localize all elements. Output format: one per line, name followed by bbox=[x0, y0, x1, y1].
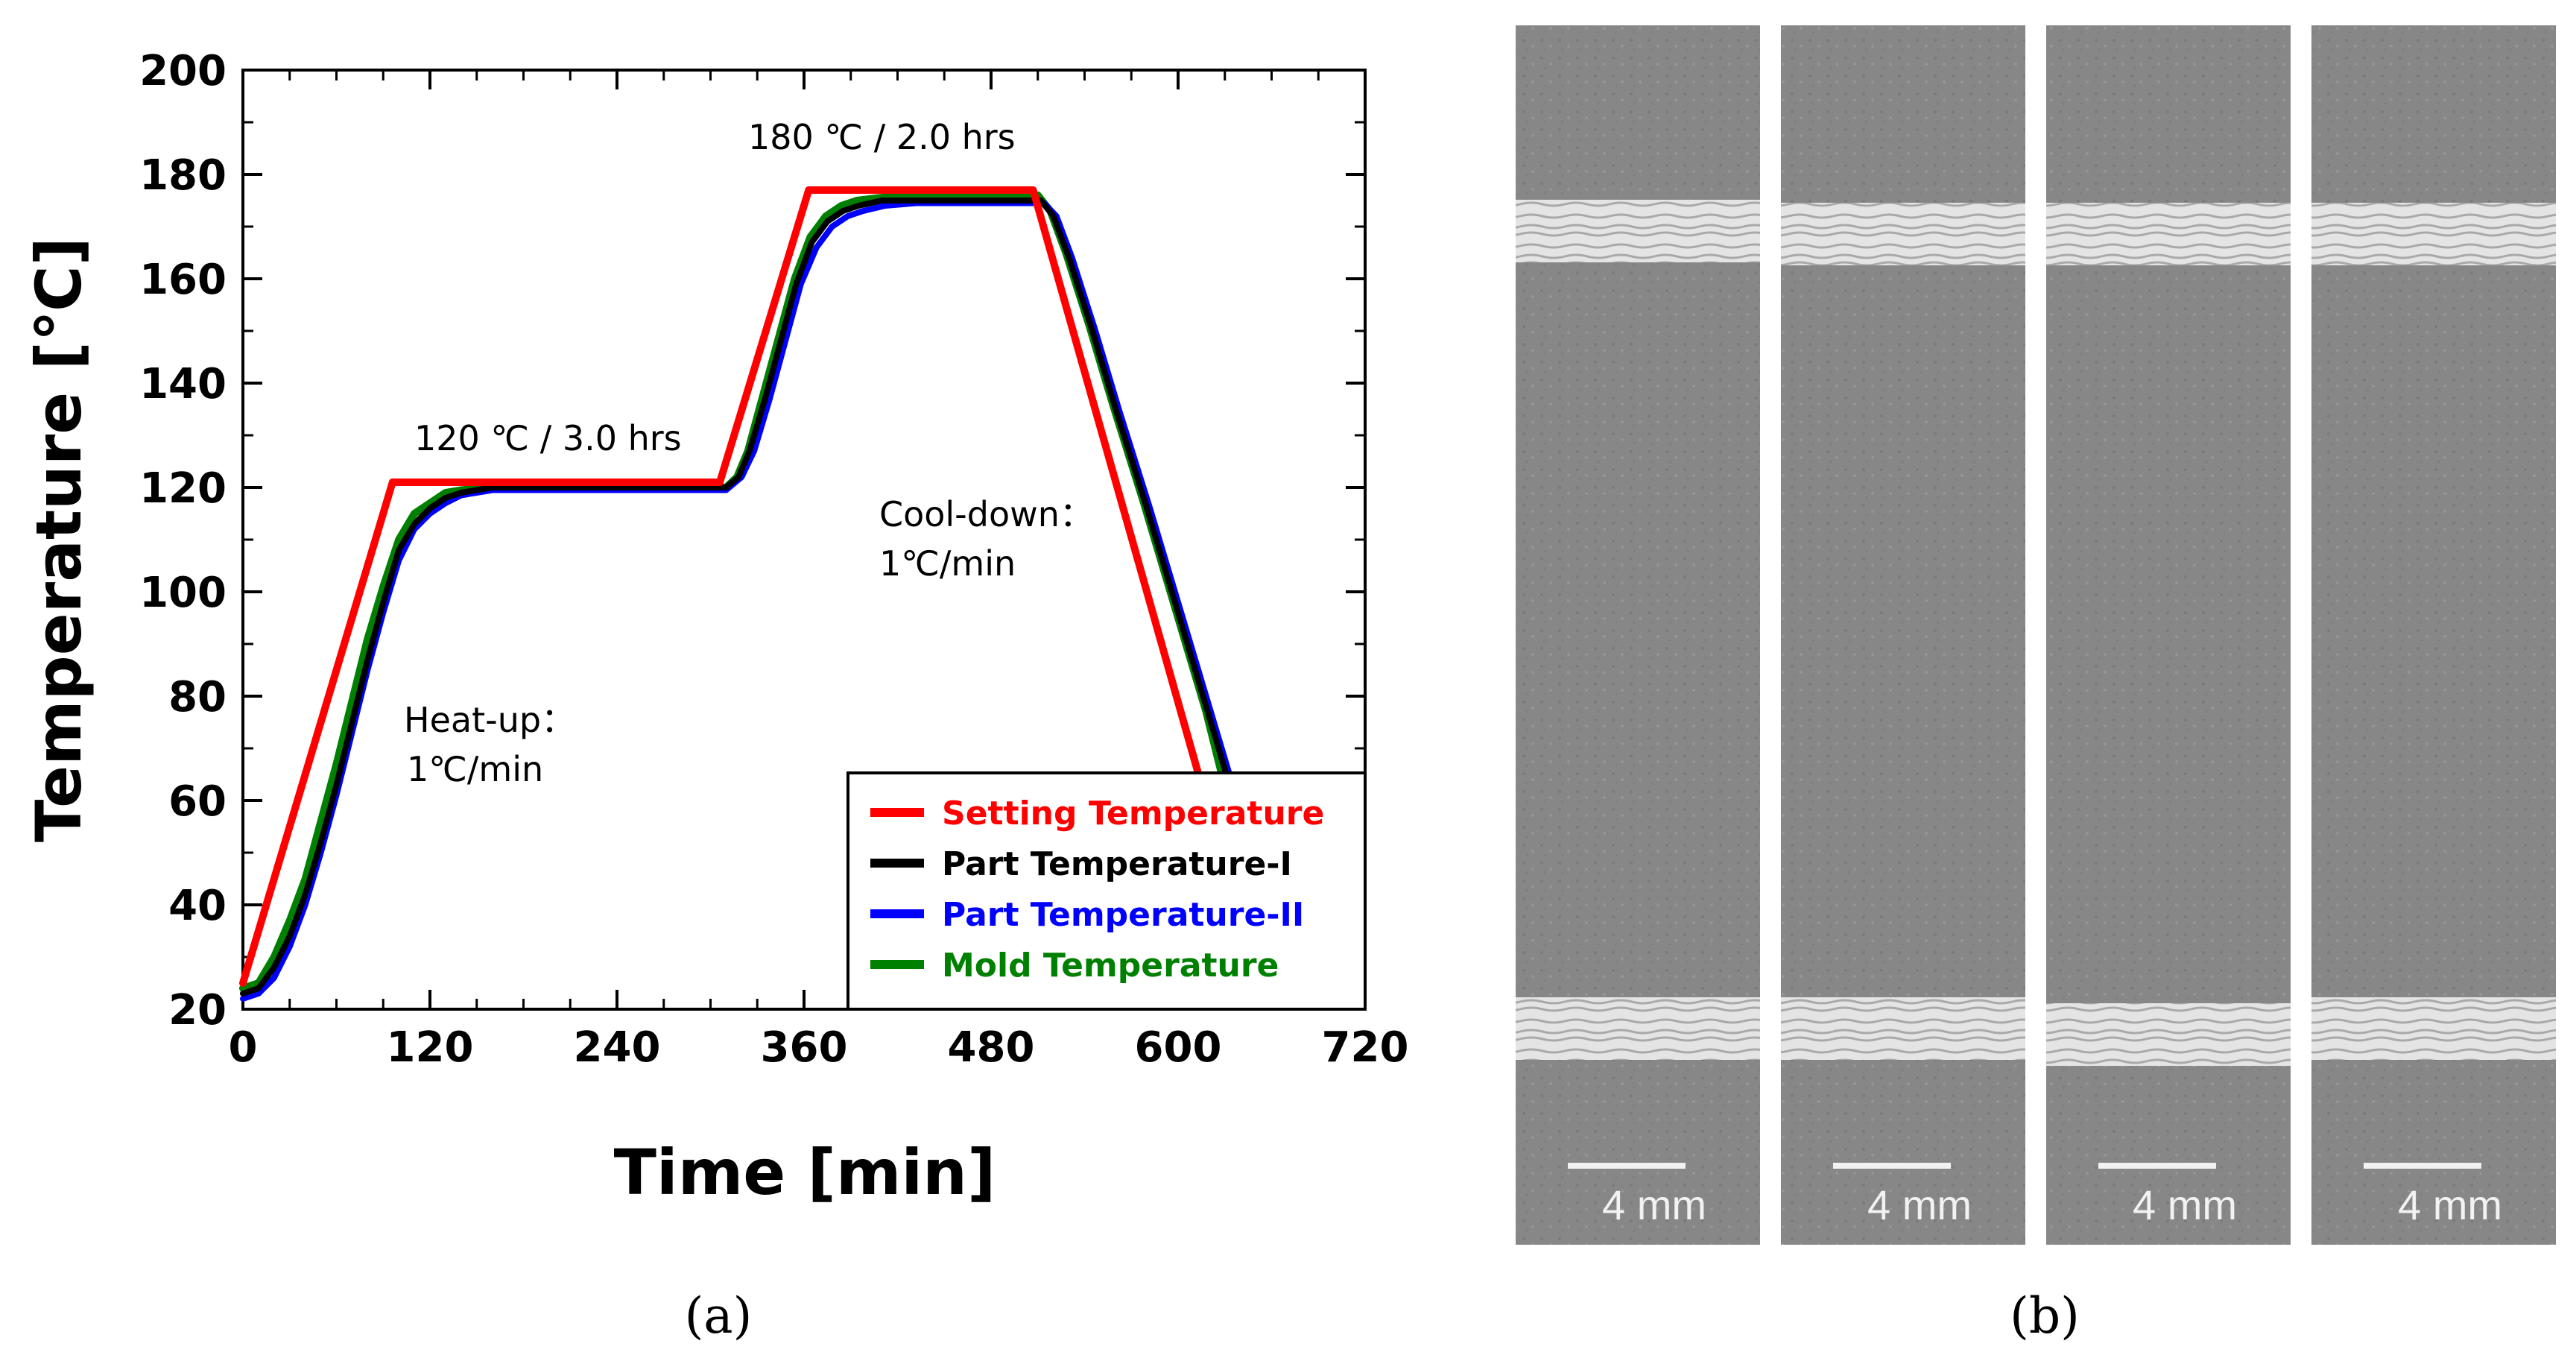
fiber-layer-bottom-4 bbox=[2311, 997, 2556, 1060]
micrograph-panel-2: 4 mm bbox=[1781, 25, 2025, 1245]
fiber-layer-bottom-3 bbox=[2046, 1003, 2291, 1066]
legend-label-mold: Mold Temperature bbox=[942, 947, 1279, 985]
x-tick-label: 240 bbox=[574, 1023, 661, 1072]
micrograph-panel-3: 4 mm bbox=[2046, 25, 2291, 1245]
x-tick-label: 720 bbox=[1322, 1023, 1409, 1072]
x-tick-label: 600 bbox=[1135, 1023, 1222, 1072]
y-tick-label: 180 bbox=[139, 151, 227, 200]
y-tick-label: 160 bbox=[139, 256, 227, 304]
fiber-layer-top-3 bbox=[2046, 203, 2291, 265]
caption-b: (b) bbox=[2010, 1287, 2080, 1345]
y-tick-label: 200 bbox=[139, 47, 227, 95]
annotation-heatup-line2: 1℃/min bbox=[407, 749, 543, 789]
x-tick-label: 120 bbox=[387, 1023, 474, 1072]
fiber-layer-top-4 bbox=[2311, 203, 2556, 265]
y-tick-label: 140 bbox=[139, 360, 227, 408]
fiber-layer-bottom-1 bbox=[1516, 997, 1760, 1060]
micrograph-panel-4: 4 mm bbox=[2311, 25, 2556, 1245]
annotation-heatup-line1: Heat-up： bbox=[404, 700, 575, 740]
series-line-part-temperature-i bbox=[240, 198, 1231, 997]
x-tick-labels: 0 120 240 360 480 600 720 bbox=[229, 1023, 1409, 1072]
fiber-layer-top-1 bbox=[1516, 200, 1760, 262]
y-tick-label: 120 bbox=[139, 464, 227, 513]
annotation-cooldown-line1: Cool-down： bbox=[879, 494, 1094, 534]
y-tick-label: 80 bbox=[168, 673, 227, 721]
caption-a: (a) bbox=[685, 1287, 753, 1345]
y-tick-label: 20 bbox=[168, 986, 227, 1035]
x-tick-label: 480 bbox=[948, 1023, 1035, 1072]
series-line-setting-temperature bbox=[239, 186, 1206, 987]
y-tick-label: 100 bbox=[139, 569, 227, 617]
micrograph-panels: 4 mm 4 mm 4 mm 4 mm (b) bbox=[1516, 25, 2556, 1345]
legend-label-part-2: Part Temperature-II bbox=[942, 896, 1304, 934]
scale-label-1: 4 mm bbox=[1602, 1181, 1706, 1228]
y-axis-title: Temperature [℃] bbox=[22, 237, 95, 842]
x-tick-label: 360 bbox=[761, 1023, 848, 1072]
fiber-layer-top-2 bbox=[1781, 203, 2025, 265]
scale-label-2: 4 mm bbox=[1867, 1181, 1972, 1228]
x-tick-label: 0 bbox=[229, 1023, 258, 1072]
y-tick-label: 40 bbox=[168, 882, 227, 930]
fiber-layer-bottom-2 bbox=[1781, 997, 2025, 1060]
legend: Setting Temperature Part Temperature-I P… bbox=[846, 771, 1367, 1011]
annotation-stage2: 180 ℃ / 2.0 hrs bbox=[748, 117, 1016, 157]
scale-label-4: 4 mm bbox=[2398, 1181, 2502, 1228]
annotation-cooldown-line2: 1℃/min bbox=[879, 543, 1016, 584]
x-axis-title: Time [min] bbox=[614, 1136, 996, 1209]
temperature-chart: 20 40 60 80 100 120 140 160 180 200 0 120 240 360 480… bbox=[22, 47, 1408, 1345]
legend-label-part-1: Part Temperature-I bbox=[942, 845, 1292, 883]
annotation-stage1: 120 ℃ / 3.0 hrs bbox=[414, 418, 682, 458]
legend-box bbox=[846, 771, 1367, 1011]
y-tick-label: 60 bbox=[168, 777, 227, 826]
scale-label-3: 4 mm bbox=[2133, 1181, 2237, 1228]
micrograph-panel-1: 4 mm bbox=[1516, 25, 1760, 1245]
y-tick-labels: 20 40 60 80 100 120 140 160 180 200 bbox=[139, 47, 227, 1035]
series-lines bbox=[239, 186, 1235, 1002]
legend-label-setting: Setting Temperature bbox=[942, 795, 1324, 833]
